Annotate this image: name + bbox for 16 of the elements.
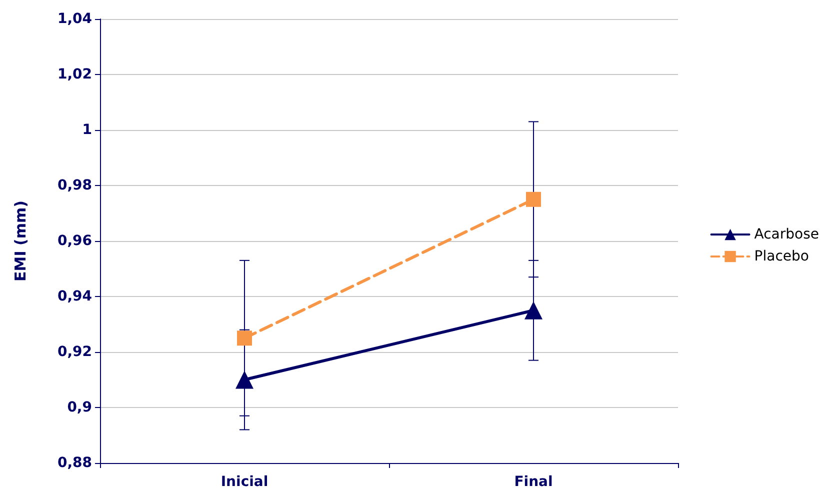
y-tick-label: 1 bbox=[82, 122, 92, 138]
legend-label: Placebo bbox=[754, 248, 809, 264]
y-tick-label: 0,96 bbox=[57, 233, 92, 249]
y-tick-label: 1,02 bbox=[57, 66, 92, 82]
y-axis-title: EMI (mm) bbox=[12, 200, 30, 282]
y-tick-label: 0,92 bbox=[57, 344, 92, 360]
y-tick-label: 0,98 bbox=[57, 178, 92, 194]
point bbox=[526, 192, 541, 207]
y-tick-label: 0,88 bbox=[57, 455, 92, 471]
legend-label: Acarbose bbox=[754, 226, 820, 242]
x-tick-label: Final bbox=[514, 474, 553, 490]
y-tick-label: 0,94 bbox=[57, 288, 92, 304]
y-tick-label: 0,9 bbox=[67, 400, 92, 416]
x-tick-label: Inicial bbox=[220, 474, 268, 490]
point bbox=[237, 330, 252, 346]
y-tick-label: 1,04 bbox=[57, 11, 92, 27]
